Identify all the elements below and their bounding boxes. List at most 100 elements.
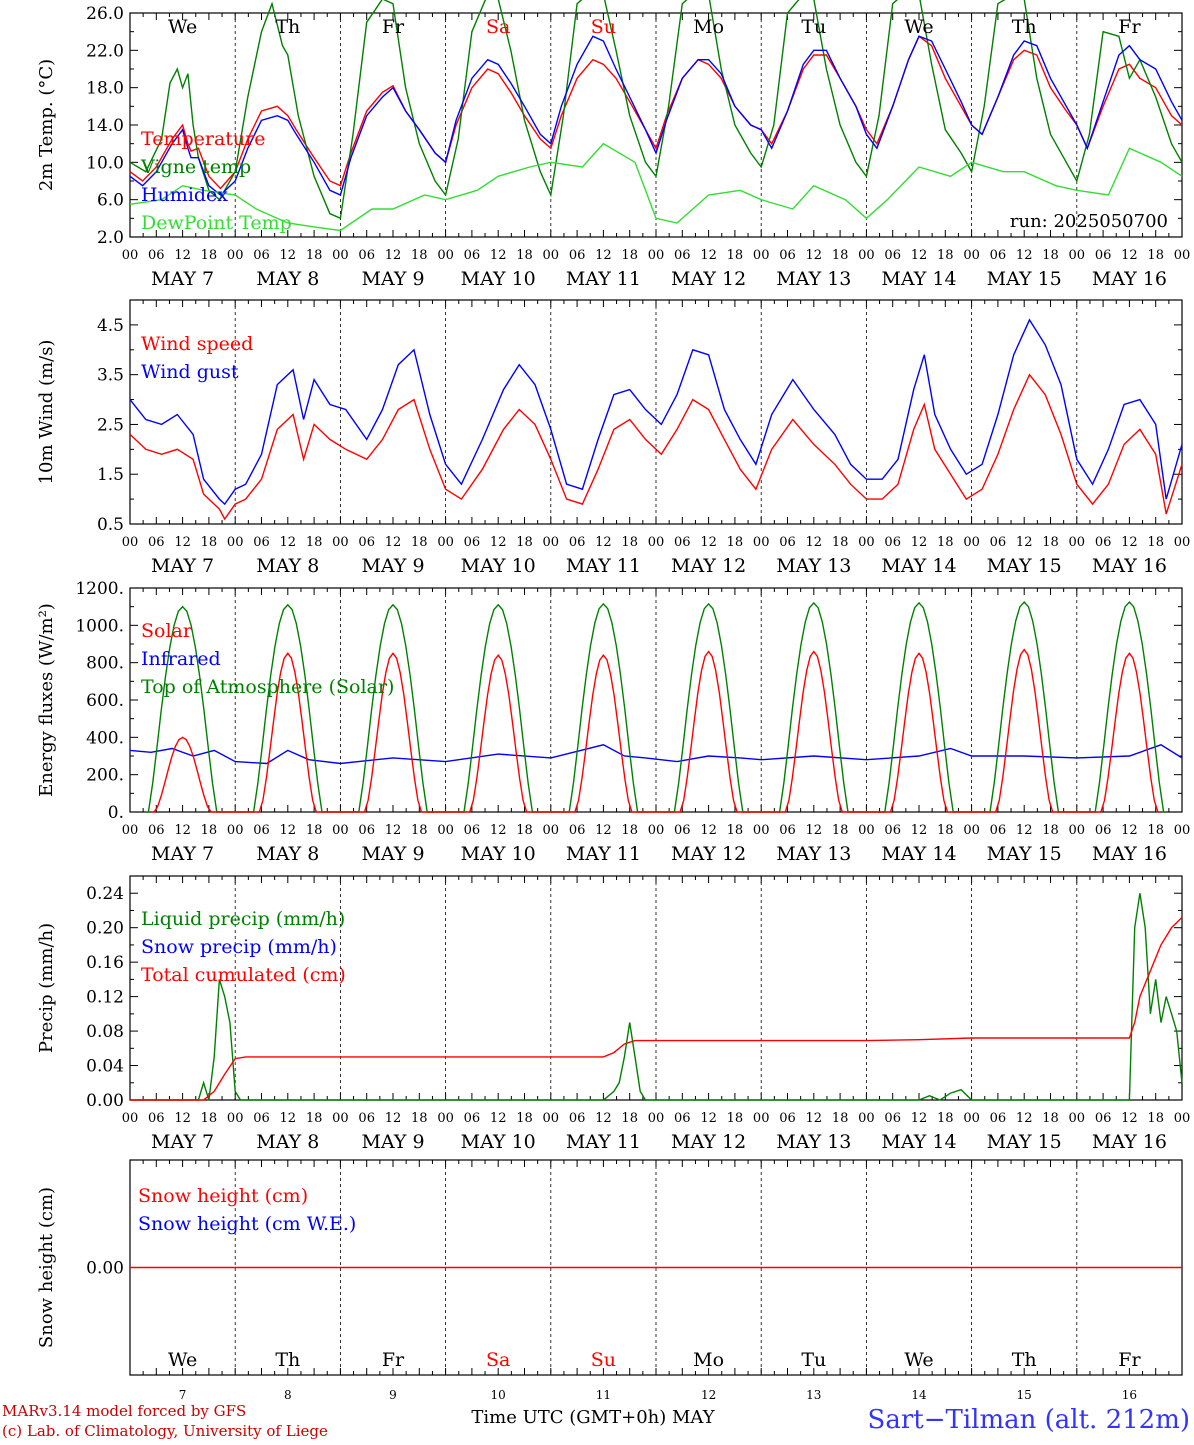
y-axis-label: Precip (mm/h) — [36, 923, 57, 1053]
x-hour-label: 00 — [227, 535, 244, 550]
day-name-label: Th — [275, 16, 300, 38]
x-hour-label: 06 — [358, 535, 375, 550]
x-hour-label: 12 — [174, 1111, 191, 1126]
x-date-label: MAY 12 — [671, 555, 746, 577]
x-hour-label: 06 — [884, 823, 901, 838]
x-hour-label: 18 — [621, 535, 638, 550]
model-credit: MARv3.14 model forced by GFS — [2, 1402, 246, 1420]
run-annotation: run: 2025050700 — [1010, 211, 1168, 232]
series-line — [129, 0, 1183, 220]
y-tick-label: 800. — [86, 654, 124, 674]
x-hour-label: 12 — [700, 1111, 717, 1126]
day-name-label: Fr — [1118, 16, 1141, 38]
x-hour-label: 18 — [516, 823, 533, 838]
x-hour-label: 18 — [1147, 1111, 1164, 1126]
x-hour-label: 06 — [253, 1111, 270, 1126]
x-hour-label: 00 — [858, 248, 875, 263]
x-date-label: MAY 14 — [881, 1131, 956, 1153]
legend-entry: Snow height (cm W.E.) — [138, 1213, 356, 1235]
x-hour-label: 18 — [1042, 823, 1059, 838]
x-date-label: MAY 7 — [151, 1131, 214, 1153]
x-hour-label: 00 — [1069, 1111, 1086, 1126]
x-hour-label: 12 — [385, 1111, 402, 1126]
y-tick-label: 14.0 — [86, 116, 124, 136]
x-hour-label: 12 — [1016, 1111, 1033, 1126]
x-hour-label: 06 — [779, 1111, 796, 1126]
x-date-label: MAY 12 — [671, 268, 746, 290]
x-hour-label: 00 — [753, 248, 770, 263]
x-hour-label: 12 — [911, 535, 928, 550]
x-date-label: MAY 12 — [671, 1131, 746, 1153]
x-hour-label: 06 — [674, 248, 691, 263]
day-name-label: Fr — [382, 16, 405, 38]
y-axis-label: 10m Wind (m/s) — [36, 340, 57, 485]
x-hour-label: 18 — [621, 248, 638, 263]
x-hour-label: 00 — [437, 248, 454, 263]
x-axis-title: Time UTC (GMT+0h) MAY — [471, 1407, 715, 1428]
day-number-label: 16 — [1122, 1388, 1137, 1402]
x-hour-label: 06 — [1095, 823, 1112, 838]
legend-entry: Humidex — [141, 184, 228, 206]
y-axis-label: 2m Temp. (°C) — [36, 59, 57, 191]
panel-frame — [129, 587, 1183, 813]
x-hour-label: 00 — [858, 1111, 875, 1126]
day-name-label: Tu — [801, 1349, 826, 1371]
x-hour-label: 00 — [543, 823, 560, 838]
x-hour-label: 06 — [253, 823, 270, 838]
x-hour-label: 00 — [963, 248, 980, 263]
day-name-label: Fr — [382, 1349, 405, 1371]
day-name-label: Su — [591, 16, 616, 38]
x-hour-label: 00 — [648, 535, 665, 550]
x-hour-label: 00 — [332, 535, 349, 550]
y-tick-label: 6.0 — [97, 191, 124, 211]
x-hour-label: 00 — [122, 535, 139, 550]
x-hour-label: 12 — [911, 248, 928, 263]
y-tick-label: 1.5 — [97, 465, 124, 485]
x-hour-label: 18 — [832, 1111, 849, 1126]
x-date-label: MAY 15 — [987, 843, 1062, 865]
x-date-label: MAY 7 — [151, 843, 214, 865]
x-hour-label: 18 — [516, 1111, 533, 1126]
legend-entry: DewPoint Temp — [141, 212, 292, 234]
x-date-label: MAY 16 — [1092, 843, 1167, 865]
y-tick-label: 1200. — [75, 579, 124, 599]
x-date-label: MAY 16 — [1092, 555, 1167, 577]
x-hour-label: 00 — [437, 1111, 454, 1126]
panel-2: 0.5 1.5 2.5 3.5 4.5 10m Wind (m/s) Wind speed W… — [36, 299, 1190, 577]
x-hour-label: 00 — [1069, 535, 1086, 550]
x-hour-label: 00 — [1174, 248, 1191, 263]
x-hour-label: 12 — [595, 535, 612, 550]
y-tick-label: 0.04 — [86, 1057, 124, 1077]
series-line — [130, 893, 1183, 1101]
day-number-label: 9 — [389, 1388, 397, 1402]
y-tick-label: 18.0 — [86, 79, 124, 99]
series-line — [130, 916, 1183, 1101]
y-tick-label: 0.12 — [86, 988, 124, 1008]
series-line — [129, 744, 1183, 765]
series-line — [129, 35, 1183, 196]
x-hour-label: 00 — [648, 1111, 665, 1126]
x-hour-label: 12 — [280, 1111, 297, 1126]
x-hour-label: 06 — [569, 823, 586, 838]
panel-5: 0.00 Snow height (cm) Snow height (cm) Snow… — [36, 1159, 1183, 1376]
y-tick-label: 0.00 — [86, 1091, 124, 1111]
day-name-label: Th — [1012, 1349, 1037, 1371]
x-hour-label: 06 — [148, 535, 165, 550]
x-hour-label: 12 — [595, 248, 612, 263]
panel-4: 0.00 0.04 0.08 0.12 0.16 0.20 0.24 Precip (mm/h… — [36, 875, 1190, 1153]
x-hour-label: 18 — [201, 823, 218, 838]
x-hour-label: 12 — [280, 248, 297, 263]
legend-entry: Vigne temp — [140, 156, 251, 178]
day-number-label: 7 — [179, 1388, 187, 1402]
x-hour-label: 12 — [174, 248, 191, 263]
x-hour-label: 12 — [490, 823, 507, 838]
legend-entry: Infrared — [141, 648, 221, 670]
x-hour-label: 12 — [911, 823, 928, 838]
y-axis-label: Snow height (cm) — [36, 1187, 57, 1348]
x-hour-label: 18 — [306, 535, 323, 550]
x-hour-label: 18 — [832, 248, 849, 263]
x-hour-label: 18 — [621, 1111, 638, 1126]
x-date-label: MAY 15 — [987, 555, 1062, 577]
x-hour-label: 12 — [1121, 1111, 1138, 1126]
x-hour-label: 12 — [1016, 535, 1033, 550]
